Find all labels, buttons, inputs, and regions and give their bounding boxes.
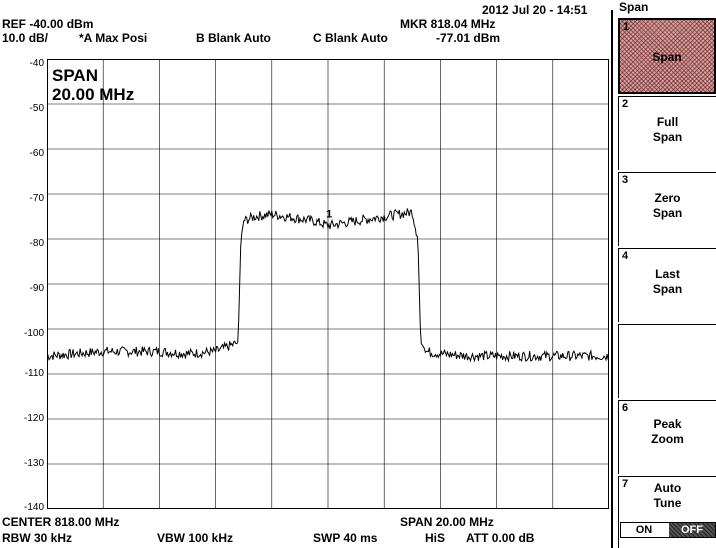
softkey-number: 7 [622, 478, 629, 490]
softkey-number: 6 [622, 402, 629, 414]
softkey-label: Auto Tune [653, 481, 682, 510]
y-tick-label: -50 [29, 103, 44, 114]
datetime-readout: 2012 Jul 20 - 14:51 [482, 3, 588, 17]
span-readout: SPAN 20.00 MHz [400, 515, 494, 529]
softkey-label: Full Span [652, 115, 683, 144]
center-frequency-readout: CENTER 818.00 MHz [2, 515, 120, 529]
softkey-label: Peak Zoom [651, 417, 684, 446]
y-tick-label: -90 [29, 283, 44, 294]
plot-grid [47, 59, 609, 509]
softkey-number: 1 [623, 21, 630, 33]
span-overlay: SPAN 20.00 MHz [52, 66, 134, 104]
auto-tune-toggle[interactable]: ON OFF [620, 522, 716, 538]
rbw-readout: RBW 30 kHz [2, 531, 73, 545]
last-span-softkey[interactable]: 4 Last Span [618, 248, 716, 322]
scale-readout: 10.0 dB/ [2, 31, 49, 45]
vbw-readout: VBW 100 kHz [157, 531, 234, 545]
blank-softkey[interactable] [618, 324, 716, 398]
trace-c-status: C Blank Auto [313, 31, 388, 45]
y-tick-label: -110 [24, 368, 44, 379]
softkey-number: 2 [622, 98, 629, 110]
full-span-softkey[interactable]: 2 Full Span [618, 96, 716, 170]
softkey-label: Last Span [652, 267, 683, 296]
spectrum-plot[interactable]: 1 [47, 59, 609, 509]
toggle-off-option[interactable]: OFF [669, 523, 715, 537]
y-tick-label: -140 [23, 502, 44, 513]
span-overlay-value: 20.00 MHz [52, 85, 135, 104]
trace-b-status: B Blank Auto [196, 31, 271, 45]
y-tick-label: -60 [29, 148, 44, 159]
span-softkey[interactable]: 1 Span [618, 18, 716, 94]
softkey-label: Span [652, 50, 682, 64]
zero-span-softkey[interactable]: 3 Zero Span [618, 172, 716, 246]
marker-level-readout: -77.01 dBm [436, 31, 501, 45]
softkey-number: 4 [622, 250, 629, 262]
reference-level-readout: REF -40.00 dBm [2, 17, 94, 31]
y-tick-label: -130 [23, 458, 44, 469]
trace-a-line [47, 208, 609, 363]
y-tick-label: -80 [29, 238, 44, 249]
softkey-number: 3 [622, 174, 629, 186]
sweep-time-readout: SWP 40 ms [313, 531, 378, 545]
marker-1-label: 1 [326, 209, 332, 221]
y-tick-label: -100 [23, 328, 44, 339]
his-indicator: HiS [425, 531, 446, 545]
span-overlay-title: SPAN [52, 66, 98, 85]
toggle-on-option[interactable]: ON [621, 523, 667, 537]
peak-zoom-softkey[interactable]: 6 Peak Zoom [618, 400, 716, 474]
marker-frequency-readout: MKR 818.04 MHz [400, 17, 496, 31]
trace-a-status: *A Max Posi [79, 31, 148, 45]
softkey-label: Zero Span [652, 191, 683, 220]
y-tick-label: -70 [29, 193, 44, 204]
attenuation-readout: ATT 0.00 dB [466, 531, 535, 545]
y-tick-label: -40 [29, 58, 44, 69]
softkey-panel [611, 10, 716, 548]
menu-title: Span [616, 1, 652, 14]
y-tick-label: -120 [23, 413, 44, 424]
